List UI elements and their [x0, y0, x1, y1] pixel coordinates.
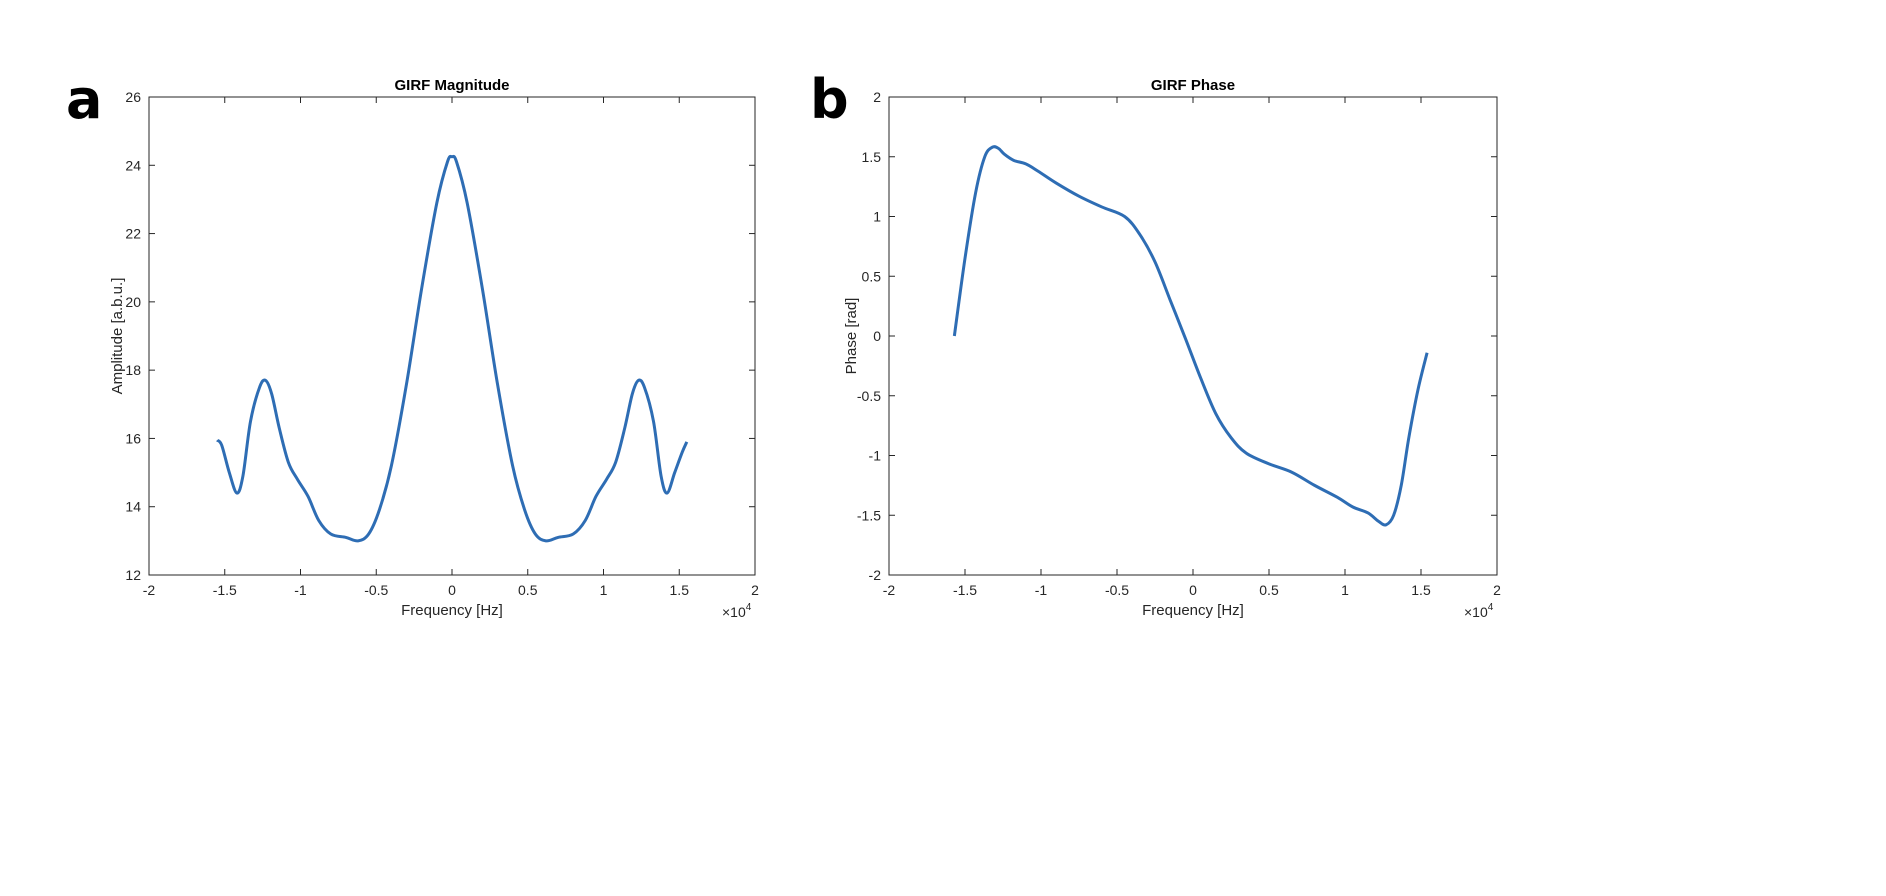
x-tick-label: -0.5 [364, 582, 388, 598]
y-tick-label: 24 [125, 157, 141, 173]
x-axis-label: Frequency [Hz] [1142, 602, 1244, 619]
x-exponent-label: ×104 [1464, 602, 1494, 620]
chart-title: GIRF Phase [1151, 77, 1235, 94]
x-tick-label: 2 [1493, 582, 1501, 598]
y-tick-label: 1 [873, 209, 881, 225]
x-tick-label: -2 [143, 582, 156, 598]
x-tick-label: -1.5 [953, 582, 977, 598]
x-tick-label: -1 [1035, 582, 1048, 598]
panel-label: a [66, 68, 102, 131]
y-tick-label: 1.5 [862, 149, 882, 165]
y-axis-label: Phase [rad] [843, 298, 860, 375]
chart-title: GIRF Magnitude [395, 77, 510, 94]
y-tick-label: 2 [873, 89, 881, 105]
x-exponent-label: ×104 [722, 602, 752, 620]
y-tick-label: 14 [125, 499, 141, 515]
y-tick-label: 0.5 [862, 268, 882, 284]
x-tick-label: 1.5 [670, 582, 690, 598]
series-line [216, 154, 689, 543]
y-tick-label: 16 [125, 430, 141, 446]
y-tick-label: 22 [125, 226, 141, 242]
panel-label: b [810, 68, 849, 131]
x-tick-label: -0.5 [1105, 582, 1129, 598]
y-tick-label: 26 [125, 89, 141, 105]
x-axis-label: Frequency [Hz] [401, 602, 503, 619]
x-tick-label: 2 [751, 582, 759, 598]
y-tick-label: 0 [873, 328, 881, 344]
x-tick-label: 1 [600, 582, 608, 598]
x-tick-label: 0 [1189, 582, 1197, 598]
x-tick-label: -1.5 [213, 582, 237, 598]
y-axis-label: Amplitude [a.b.u.] [109, 278, 126, 395]
x-tick-label: 1 [1341, 582, 1349, 598]
x-multiplier: ×10 [722, 604, 746, 620]
x-tick-label: -2 [883, 582, 896, 598]
x-exponent: 4 [746, 602, 752, 613]
y-tick-label: 20 [125, 294, 141, 310]
x-tick-label: 0.5 [1259, 582, 1279, 598]
y-tick-label: -0.5 [857, 388, 881, 404]
y-tick-label: 12 [125, 567, 141, 583]
chart-b: -2 -1.5 -1 -0.5 0 0.5 1 1.5 2 -2 -1.5 -1 -0.5 0 0.5 1 1.… [810, 68, 1501, 620]
x-multiplier: ×10 [1464, 604, 1488, 620]
y-tick-label: -1.5 [857, 507, 881, 523]
x-tick-label: 1.5 [1411, 582, 1431, 598]
y-tick-label: -1 [869, 448, 882, 464]
chart-a: -2 -1.5 -1 -0.5 0 0.5 1 1.5 2 12 14 16 18 20 22 24 26 GIR… [66, 68, 759, 620]
y-tick-label: 18 [125, 362, 141, 378]
y-tick-label: -2 [869, 567, 882, 583]
x-tick-label: 0 [448, 582, 456, 598]
axes-box [148, 96, 756, 576]
series-line [952, 145, 1429, 527]
x-tick-label: 0.5 [518, 582, 538, 598]
x-tick-label: -1 [294, 582, 307, 598]
x-exponent: 4 [1488, 602, 1494, 613]
